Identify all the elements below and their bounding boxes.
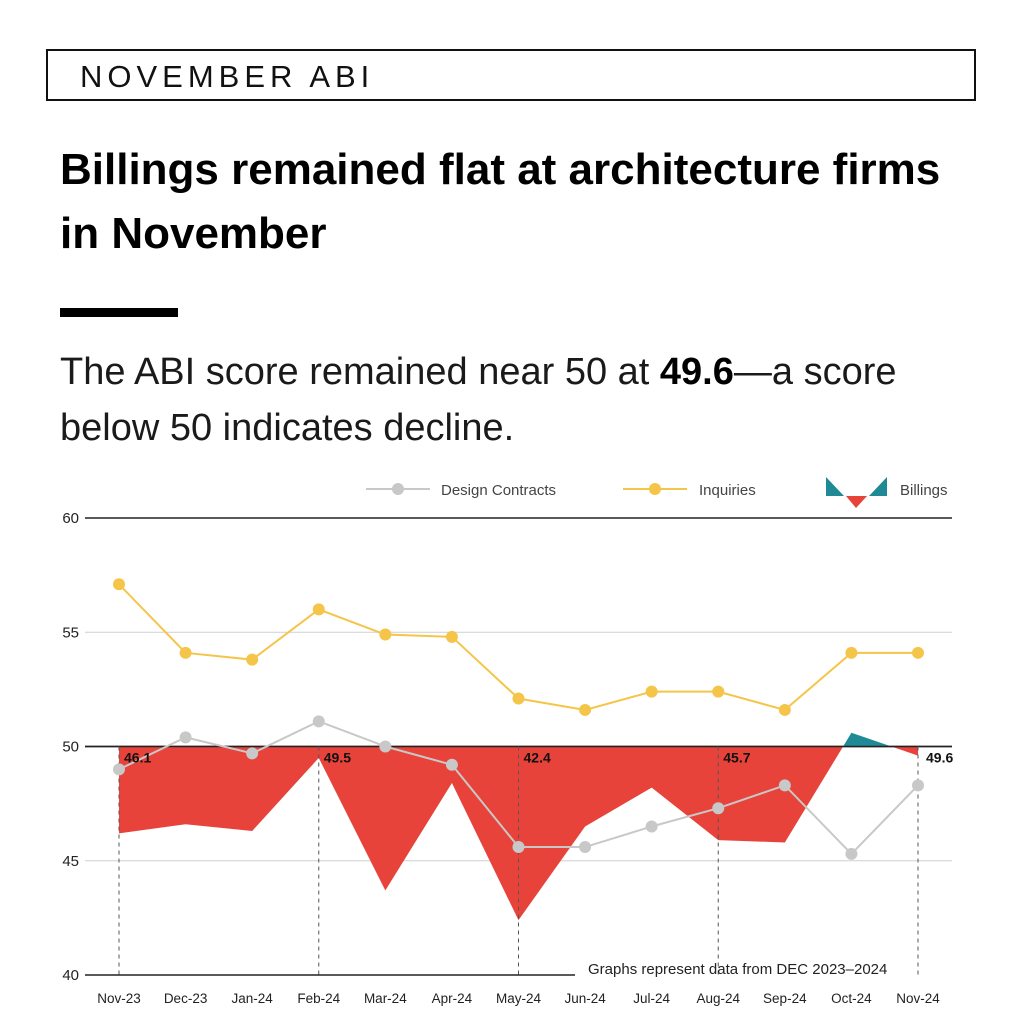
design-contracts-point [113, 763, 125, 776]
inquiries-point [845, 646, 858, 659]
x-tick-label: Nov-24 [896, 991, 940, 1006]
x-tick-label: May-24 [496, 991, 542, 1006]
billings-data-label: 49.6 [926, 750, 953, 766]
design-contracts-point [912, 779, 924, 792]
inquiries-line [118, 583, 918, 712]
subhead: The ABI score remained near 50 at 49.6—a… [60, 344, 960, 456]
x-tick-label: Mar-24 [364, 991, 407, 1006]
billings-data-label: 45.7 [723, 750, 750, 766]
legend: Design Contracts Inquiries Billings [366, 477, 948, 508]
y-tick-label: 60 [62, 510, 79, 527]
billings-area-below-50 [119, 746, 844, 921]
design-contracts-point [179, 731, 192, 744]
divider-rule [60, 308, 178, 317]
inquiries-point [445, 630, 458, 643]
inquiries-point [113, 578, 125, 591]
design-contracts-point [246, 747, 259, 760]
x-tick-label: Jun-24 [564, 991, 606, 1006]
y-tick-label: 40 [62, 967, 79, 984]
design-contracts-point [512, 841, 525, 854]
design-contracts-point [379, 740, 392, 753]
inquiries-point [912, 646, 924, 659]
kicker-box: NOVEMBER ABI [46, 49, 976, 101]
inquiries-point [246, 653, 259, 666]
legend-billings-teal-right [869, 477, 887, 496]
legend-billings-label: Billings [900, 482, 948, 499]
inquiries-point [379, 628, 392, 641]
legend-inquiries-dot [649, 483, 661, 495]
subhead-text-after: —a score below 50 indicates decline. [60, 351, 897, 449]
design-contracts-point [712, 802, 725, 815]
billings-data-label: 42.4 [524, 750, 551, 766]
billings-area-above-50 [843, 732, 892, 747]
billings-data-label: 49.5 [324, 750, 351, 766]
y-tick-label: 55 [62, 624, 79, 641]
legend-billings-red [846, 496, 867, 508]
design-contracts-point [312, 715, 325, 728]
legend-design-contracts-label: Design Contracts [441, 482, 556, 499]
legend-design-contracts-dot [392, 483, 404, 495]
x-tick-label: Jul-24 [633, 991, 670, 1006]
design-contracts-point [778, 779, 791, 792]
legend-billings-teal-left [826, 477, 844, 496]
kicker-label: NOVEMBER ABI [80, 59, 375, 94]
design-contracts-point [445, 758, 458, 771]
subhead-text-before: The ABI score remained near 50 at [60, 351, 660, 393]
design-contracts-point [645, 820, 658, 833]
inquiries-point [179, 646, 192, 659]
billings-area-below-50 [891, 746, 918, 756]
legend-inquiries-label: Inquiries [699, 482, 756, 499]
x-tick-label: Nov-23 [97, 991, 141, 1006]
headline: Billings remained flat at architecture f… [60, 145, 941, 258]
chart-note: Graphs represent data from DEC 2023–2024 [588, 961, 887, 978]
y-tick-label: 45 [62, 853, 79, 870]
inquiries-point [579, 703, 592, 716]
design-contracts-point [845, 847, 858, 860]
y-tick-label: 50 [62, 739, 79, 756]
x-tick-label: Oct-24 [831, 991, 872, 1006]
x-tick-label: Apr-24 [432, 991, 473, 1006]
inquiries-point [778, 703, 791, 716]
inquiries-point [512, 692, 525, 705]
x-tick-label: Dec-23 [164, 991, 208, 1006]
x-tick-label: Jan-24 [232, 991, 274, 1006]
subhead-score: 49.6 [659, 351, 734, 393]
x-tick-label: Feb-24 [297, 991, 340, 1006]
x-tick-label: Sep-24 [763, 991, 807, 1006]
inquiries-point [712, 685, 725, 698]
design-contracts-point [579, 841, 592, 854]
x-tick-label: Aug-24 [696, 991, 740, 1006]
inquiries-point [312, 603, 325, 616]
billings-data-label: 46.1 [124, 750, 151, 766]
inquiries-point [645, 685, 658, 698]
